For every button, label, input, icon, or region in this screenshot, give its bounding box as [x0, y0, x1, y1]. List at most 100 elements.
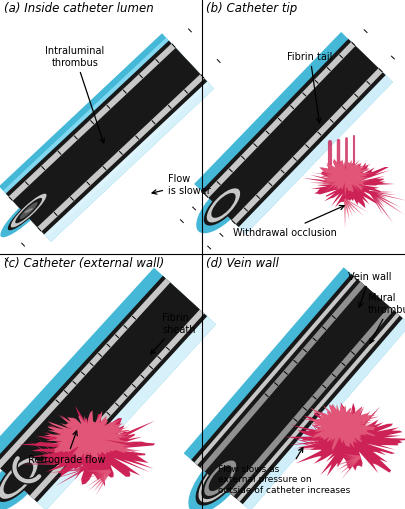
Polygon shape [51, 448, 66, 465]
Polygon shape [85, 470, 110, 472]
Polygon shape [200, 282, 394, 496]
Ellipse shape [0, 458, 38, 499]
Ellipse shape [209, 465, 232, 491]
Polygon shape [204, 43, 383, 225]
Polygon shape [93, 470, 110, 473]
Polygon shape [302, 404, 382, 451]
Ellipse shape [11, 194, 47, 228]
Polygon shape [205, 286, 389, 493]
Ellipse shape [20, 203, 38, 219]
Ellipse shape [24, 209, 33, 214]
Text: Fibrin tail: Fibrin tail [287, 52, 333, 124]
Text: (b) Catheter tip: (b) Catheter tip [206, 2, 297, 15]
Polygon shape [344, 199, 364, 217]
Ellipse shape [196, 178, 251, 234]
Polygon shape [311, 160, 373, 199]
Text: Vein wall: Vein wall [348, 271, 392, 307]
Polygon shape [19, 406, 155, 487]
Polygon shape [24, 460, 65, 465]
Polygon shape [37, 456, 65, 465]
Polygon shape [96, 470, 111, 496]
Polygon shape [341, 457, 361, 480]
Polygon shape [94, 470, 111, 491]
Polygon shape [309, 420, 331, 450]
Polygon shape [337, 456, 361, 471]
Text: Withdrawal occlusion: Withdrawal occlusion [233, 206, 344, 238]
Polygon shape [313, 433, 330, 449]
Polygon shape [6, 42, 207, 235]
Text: Intraluminal
thrombus: Intraluminal thrombus [45, 46, 104, 144]
Polygon shape [54, 445, 66, 465]
Polygon shape [345, 199, 369, 213]
Polygon shape [301, 437, 330, 450]
Polygon shape [0, 279, 204, 499]
Polygon shape [303, 159, 395, 209]
Ellipse shape [211, 193, 236, 218]
Polygon shape [344, 199, 356, 215]
Polygon shape [36, 437, 66, 465]
Polygon shape [369, 192, 401, 208]
Polygon shape [53, 451, 86, 470]
Polygon shape [343, 454, 360, 459]
Polygon shape [13, 49, 200, 228]
Polygon shape [344, 199, 353, 217]
Polygon shape [183, 268, 405, 509]
Polygon shape [233, 70, 393, 235]
Ellipse shape [198, 454, 242, 502]
Polygon shape [284, 403, 405, 476]
Polygon shape [9, 44, 205, 232]
Polygon shape [0, 276, 207, 502]
Polygon shape [292, 448, 330, 450]
Polygon shape [369, 192, 385, 205]
Text: (c) Catheter (external wall): (c) Catheter (external wall) [4, 257, 164, 269]
Polygon shape [344, 200, 346, 229]
Polygon shape [39, 77, 214, 242]
Polygon shape [334, 456, 360, 467]
Polygon shape [37, 450, 66, 465]
Polygon shape [60, 466, 85, 470]
Ellipse shape [204, 461, 236, 496]
Polygon shape [3, 39, 210, 238]
Polygon shape [29, 309, 216, 509]
Text: Retrograde flow: Retrograde flow [28, 431, 105, 464]
Ellipse shape [196, 451, 245, 505]
Polygon shape [340, 456, 361, 474]
Polygon shape [232, 309, 405, 509]
Polygon shape [0, 283, 200, 496]
Polygon shape [201, 40, 386, 228]
Polygon shape [43, 460, 65, 465]
Polygon shape [369, 192, 404, 215]
Ellipse shape [0, 455, 40, 502]
Ellipse shape [0, 445, 49, 509]
Polygon shape [209, 47, 379, 221]
Polygon shape [308, 424, 331, 450]
Polygon shape [194, 277, 400, 501]
Polygon shape [344, 200, 350, 220]
Polygon shape [191, 274, 403, 504]
Polygon shape [292, 442, 330, 450]
Text: Fibrin
sheath: Fibrin sheath [151, 313, 196, 354]
Text: Mural
thrombus: Mural thrombus [368, 293, 405, 344]
Polygon shape [44, 411, 138, 463]
Text: (d) Vein wall: (d) Vein wall [206, 257, 279, 269]
Polygon shape [305, 447, 330, 450]
Polygon shape [85, 470, 111, 488]
Polygon shape [305, 436, 330, 450]
Polygon shape [43, 446, 66, 465]
Polygon shape [370, 192, 405, 202]
Polygon shape [0, 34, 214, 242]
Polygon shape [77, 470, 110, 481]
Polygon shape [342, 456, 360, 458]
Polygon shape [46, 438, 66, 465]
Polygon shape [370, 192, 397, 196]
Polygon shape [307, 431, 331, 450]
Polygon shape [197, 279, 397, 499]
Ellipse shape [15, 199, 42, 224]
Polygon shape [40, 454, 66, 465]
Polygon shape [304, 433, 330, 449]
Ellipse shape [0, 184, 57, 238]
Polygon shape [369, 192, 393, 224]
Ellipse shape [8, 191, 49, 231]
Polygon shape [88, 470, 111, 491]
Polygon shape [93, 470, 111, 479]
